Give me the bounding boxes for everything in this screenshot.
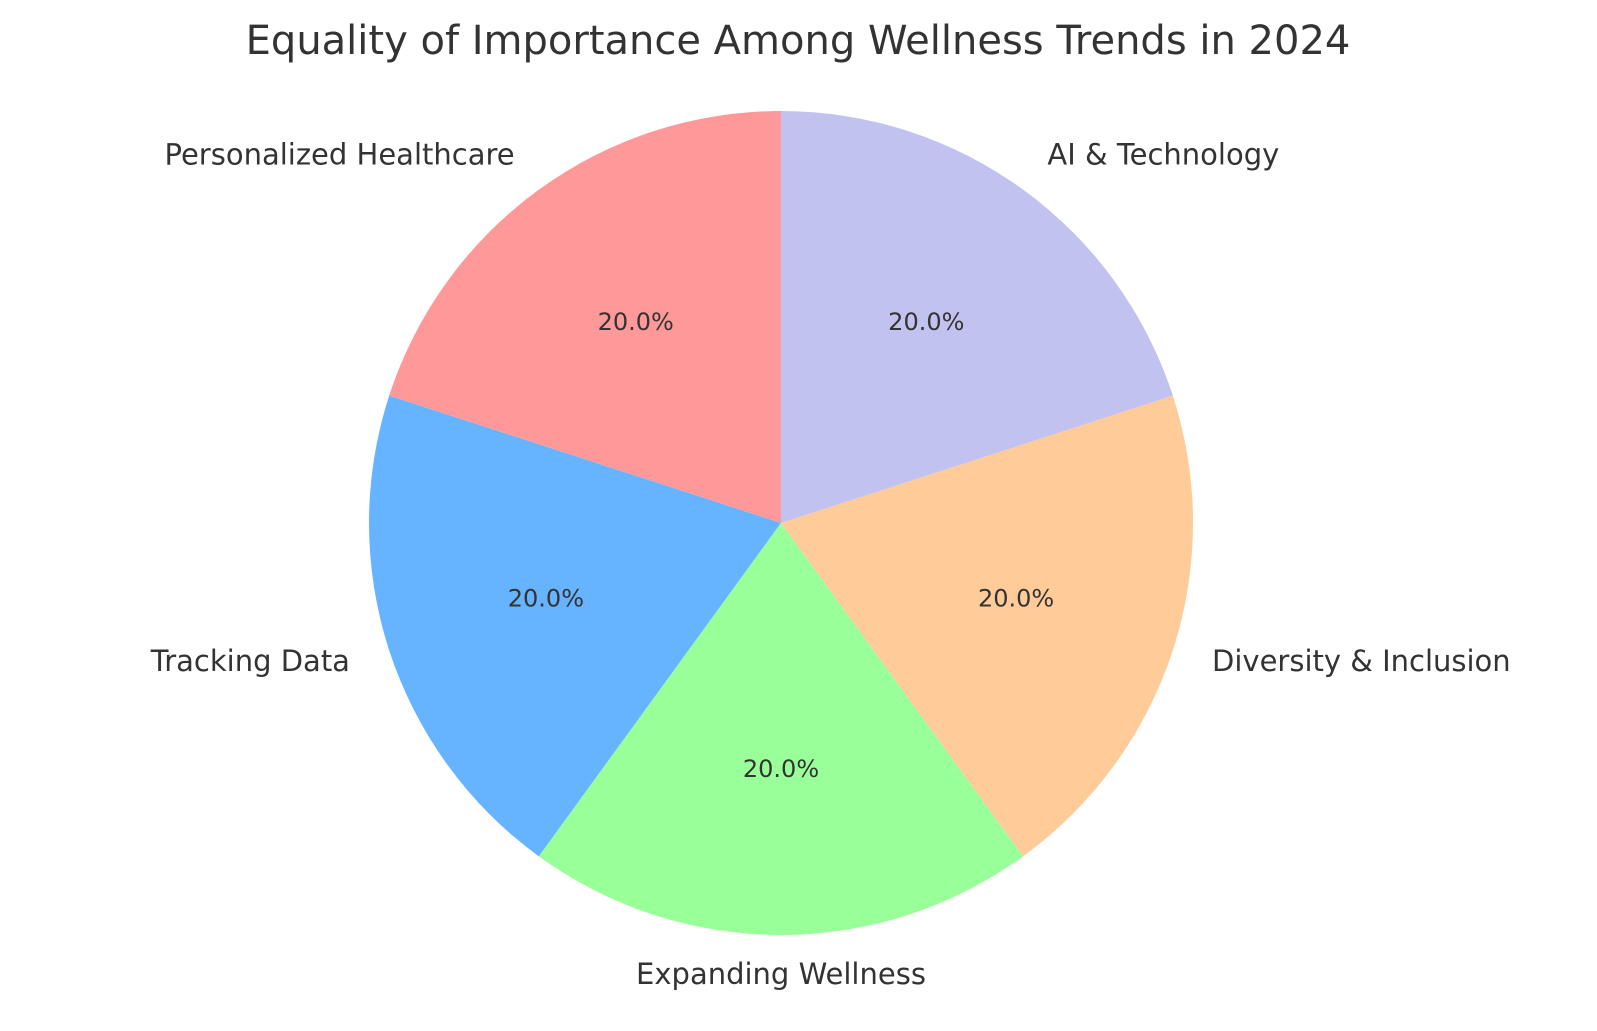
pie-slice-diversity-and-inclusion (781, 395, 1194, 857)
slice-label-expanding-wellness: Expanding Wellness (636, 957, 926, 991)
slice-label-tracking-data: Tracking Data (150, 644, 350, 678)
pie-slice-expanding-wellness (538, 523, 1024, 936)
slice-label-personalized-healthcare: Personalized Healthcare (165, 137, 515, 171)
slice-percent-personalized-healthcare: 20.0% (598, 308, 674, 336)
slice-percent-ai-and-technology: 20.0% (888, 308, 964, 336)
pie-slice-personalized-healthcare (389, 111, 781, 523)
pie-labels: Personalized Healthcare 20.0% Tracking Dat… (150, 137, 1511, 991)
chart-title: Equality of Importance Among Wellness Tr… (246, 18, 1351, 64)
slice-label-diversity-and-inclusion: Diversity & Inclusion (1212, 644, 1511, 678)
slice-percent-diversity-and-inclusion: 20.0% (978, 584, 1054, 612)
slice-percent-tracking-data: 20.0% (508, 584, 584, 612)
pie-slices (369, 111, 1194, 936)
pie-slice-ai-and-technology (781, 111, 1173, 523)
slice-label-ai-and-technology: AI & Technology (1047, 137, 1279, 171)
pie-slice-tracking-data (369, 395, 781, 857)
slice-percent-expanding-wellness: 20.0% (743, 755, 819, 783)
